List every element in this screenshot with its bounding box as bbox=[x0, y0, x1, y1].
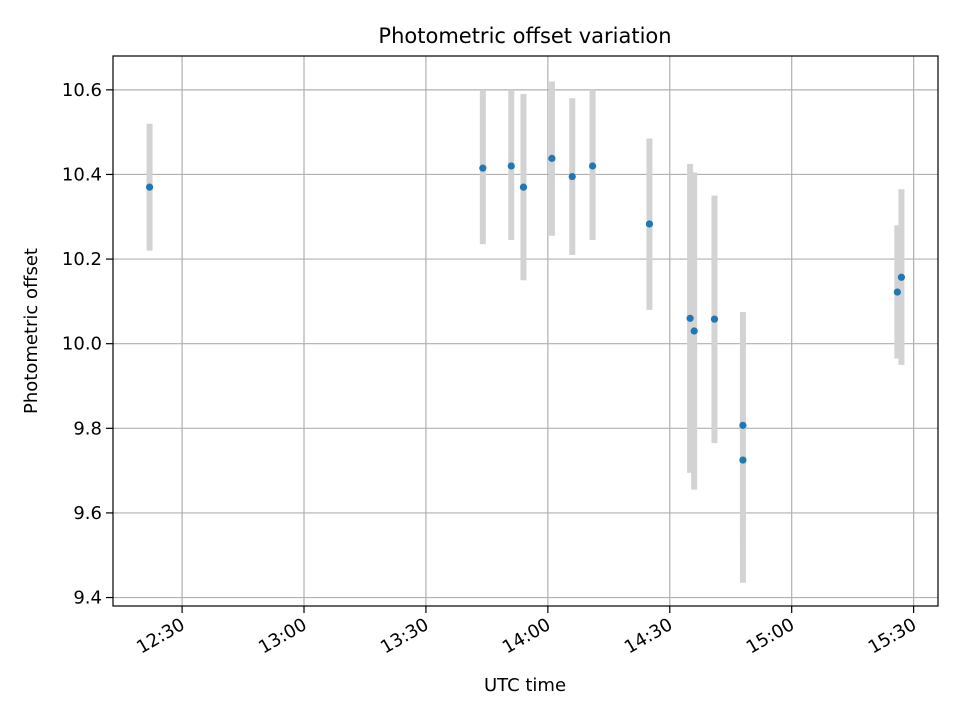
y-tick-label: 10.6 bbox=[62, 80, 102, 101]
data-point bbox=[897, 273, 906, 281]
data-point bbox=[568, 172, 576, 181]
data-point bbox=[739, 421, 747, 429]
x-axis-label: UTC time bbox=[484, 675, 566, 696]
data-point bbox=[145, 183, 154, 191]
data-point bbox=[690, 327, 698, 335]
data-point bbox=[686, 314, 694, 322]
data-point bbox=[739, 456, 747, 464]
y-axis-label: Photometric offset bbox=[21, 248, 42, 414]
y-tick-label: 9.4 bbox=[73, 588, 102, 609]
y-tick-label: 10.4 bbox=[62, 164, 102, 185]
y-tick-label: 10.0 bbox=[62, 334, 102, 355]
y-axis-ticks: 9.4 9.6 9.8 10.0 10.2 10.4 10.6 bbox=[62, 80, 113, 609]
data-point bbox=[548, 154, 556, 162]
plot-frame bbox=[112, 55, 939, 607]
data-point bbox=[710, 315, 719, 323]
data-point bbox=[507, 162, 515, 170]
data-point bbox=[519, 183, 528, 191]
y-tick-label: 9.8 bbox=[73, 418, 102, 439]
data-point bbox=[645, 220, 654, 228]
y-tick-label: 10.2 bbox=[62, 249, 102, 270]
chart-title: Photometric offset variation bbox=[378, 24, 671, 48]
data-points bbox=[145, 154, 906, 464]
data-point bbox=[588, 162, 597, 170]
y-tick-label: 9.6 bbox=[73, 503, 102, 524]
data-point bbox=[479, 164, 487, 172]
data-point bbox=[893, 288, 901, 296]
